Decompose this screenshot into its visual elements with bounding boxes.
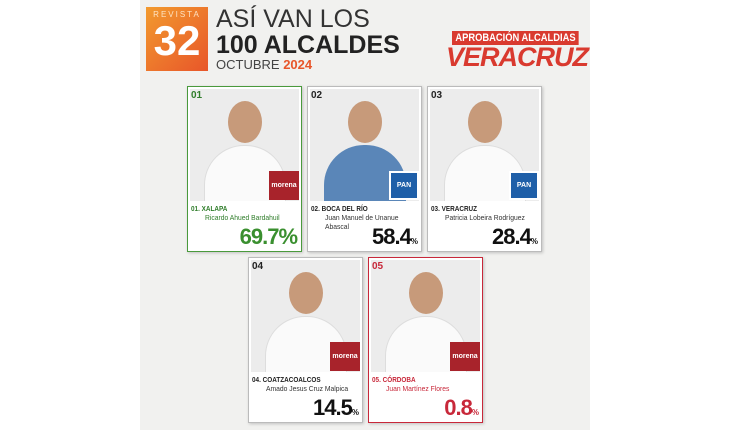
mayor-card: 05 morena 05. CÓRDOBA Juan Martínez Flor… xyxy=(368,257,483,423)
person-head xyxy=(228,101,262,143)
party-logo-morena: morena xyxy=(450,342,480,371)
approval-badge: APROBACIÓN ALCALDIAS xyxy=(452,31,579,45)
approval-value: 28.4% xyxy=(492,224,538,250)
title-line1: ASÍ VAN LOS xyxy=(216,5,370,33)
rank: 02 xyxy=(311,90,323,101)
person-head xyxy=(348,101,382,143)
approval-value: 58.4% xyxy=(372,224,418,250)
mayor-name: Amado Jesus Cruz Malpica xyxy=(266,384,349,393)
mayor-name: Juan Manuel de Unanue Abascal xyxy=(325,213,399,231)
person-head xyxy=(409,272,443,314)
mayor-card: 01 morena 01. XALAPA Ricardo Ahued Barda… xyxy=(187,86,302,252)
mayor-card: 02 PAN 02. BOCA DEL RÍO Juan Manuel de U… xyxy=(307,86,422,252)
city: 02. BOCA DEL RÍO xyxy=(311,204,368,213)
unit: % xyxy=(471,408,479,417)
approval-value: 14.5% xyxy=(313,395,359,421)
party-logo-pan: PAN xyxy=(509,171,539,200)
city: 01. XALAPA xyxy=(191,204,228,213)
unit: % xyxy=(278,224,298,249)
date-label: OCTUBRE 2024 xyxy=(216,57,312,72)
mayor-name: Ricardo Ahued Bardahuil xyxy=(205,213,280,222)
value: 58.4 xyxy=(372,224,412,249)
city: 05. CÓRDOBA xyxy=(372,375,416,384)
party-logo-pan: PAN xyxy=(389,171,419,200)
mayor-card: 04 morena 04. COATZACOALCOS Amado Jesus … xyxy=(248,257,363,423)
revista-32-logo: REVISTA 32 xyxy=(146,7,208,71)
city: 04. COATZACOALCOS xyxy=(252,375,321,384)
value: 28.4 xyxy=(492,224,532,249)
rank: 03 xyxy=(431,90,443,101)
approval-value: 0.8% xyxy=(444,395,479,421)
mayor-name: Juan Martínez Flores xyxy=(386,384,450,393)
party-logo-morena: morena xyxy=(269,171,299,200)
unit: % xyxy=(530,237,538,246)
person-head xyxy=(468,101,502,143)
person-head xyxy=(289,272,323,314)
party-logo-morena: morena xyxy=(330,342,360,371)
unit: % xyxy=(351,408,359,417)
mayor-photo xyxy=(430,89,539,201)
value: 14.5 xyxy=(313,395,353,420)
approval-value: 69.7% xyxy=(239,224,298,250)
value: 69.7 xyxy=(239,224,280,249)
mayor-name: Patricia Lobeira Rodríguez xyxy=(445,213,525,222)
state-title: VERACRUZ xyxy=(446,42,589,72)
unit: % xyxy=(410,237,418,246)
rank: 05 xyxy=(372,261,384,272)
rank: 01 xyxy=(191,90,203,101)
logo-number: 32 xyxy=(153,17,201,64)
city: 03. VERACRUZ xyxy=(431,204,478,213)
title-line2: 100 ALCALDES xyxy=(216,31,400,59)
year: 2024 xyxy=(283,57,313,72)
value: 0.8 xyxy=(444,395,473,420)
rank: 04 xyxy=(252,261,264,272)
logo-top-text: REVISTA xyxy=(153,10,201,19)
mayor-card: 03 PAN 03. VERACRUZ Patricia Lobeira Rod… xyxy=(427,86,542,252)
month: OCTUBRE xyxy=(216,57,280,72)
